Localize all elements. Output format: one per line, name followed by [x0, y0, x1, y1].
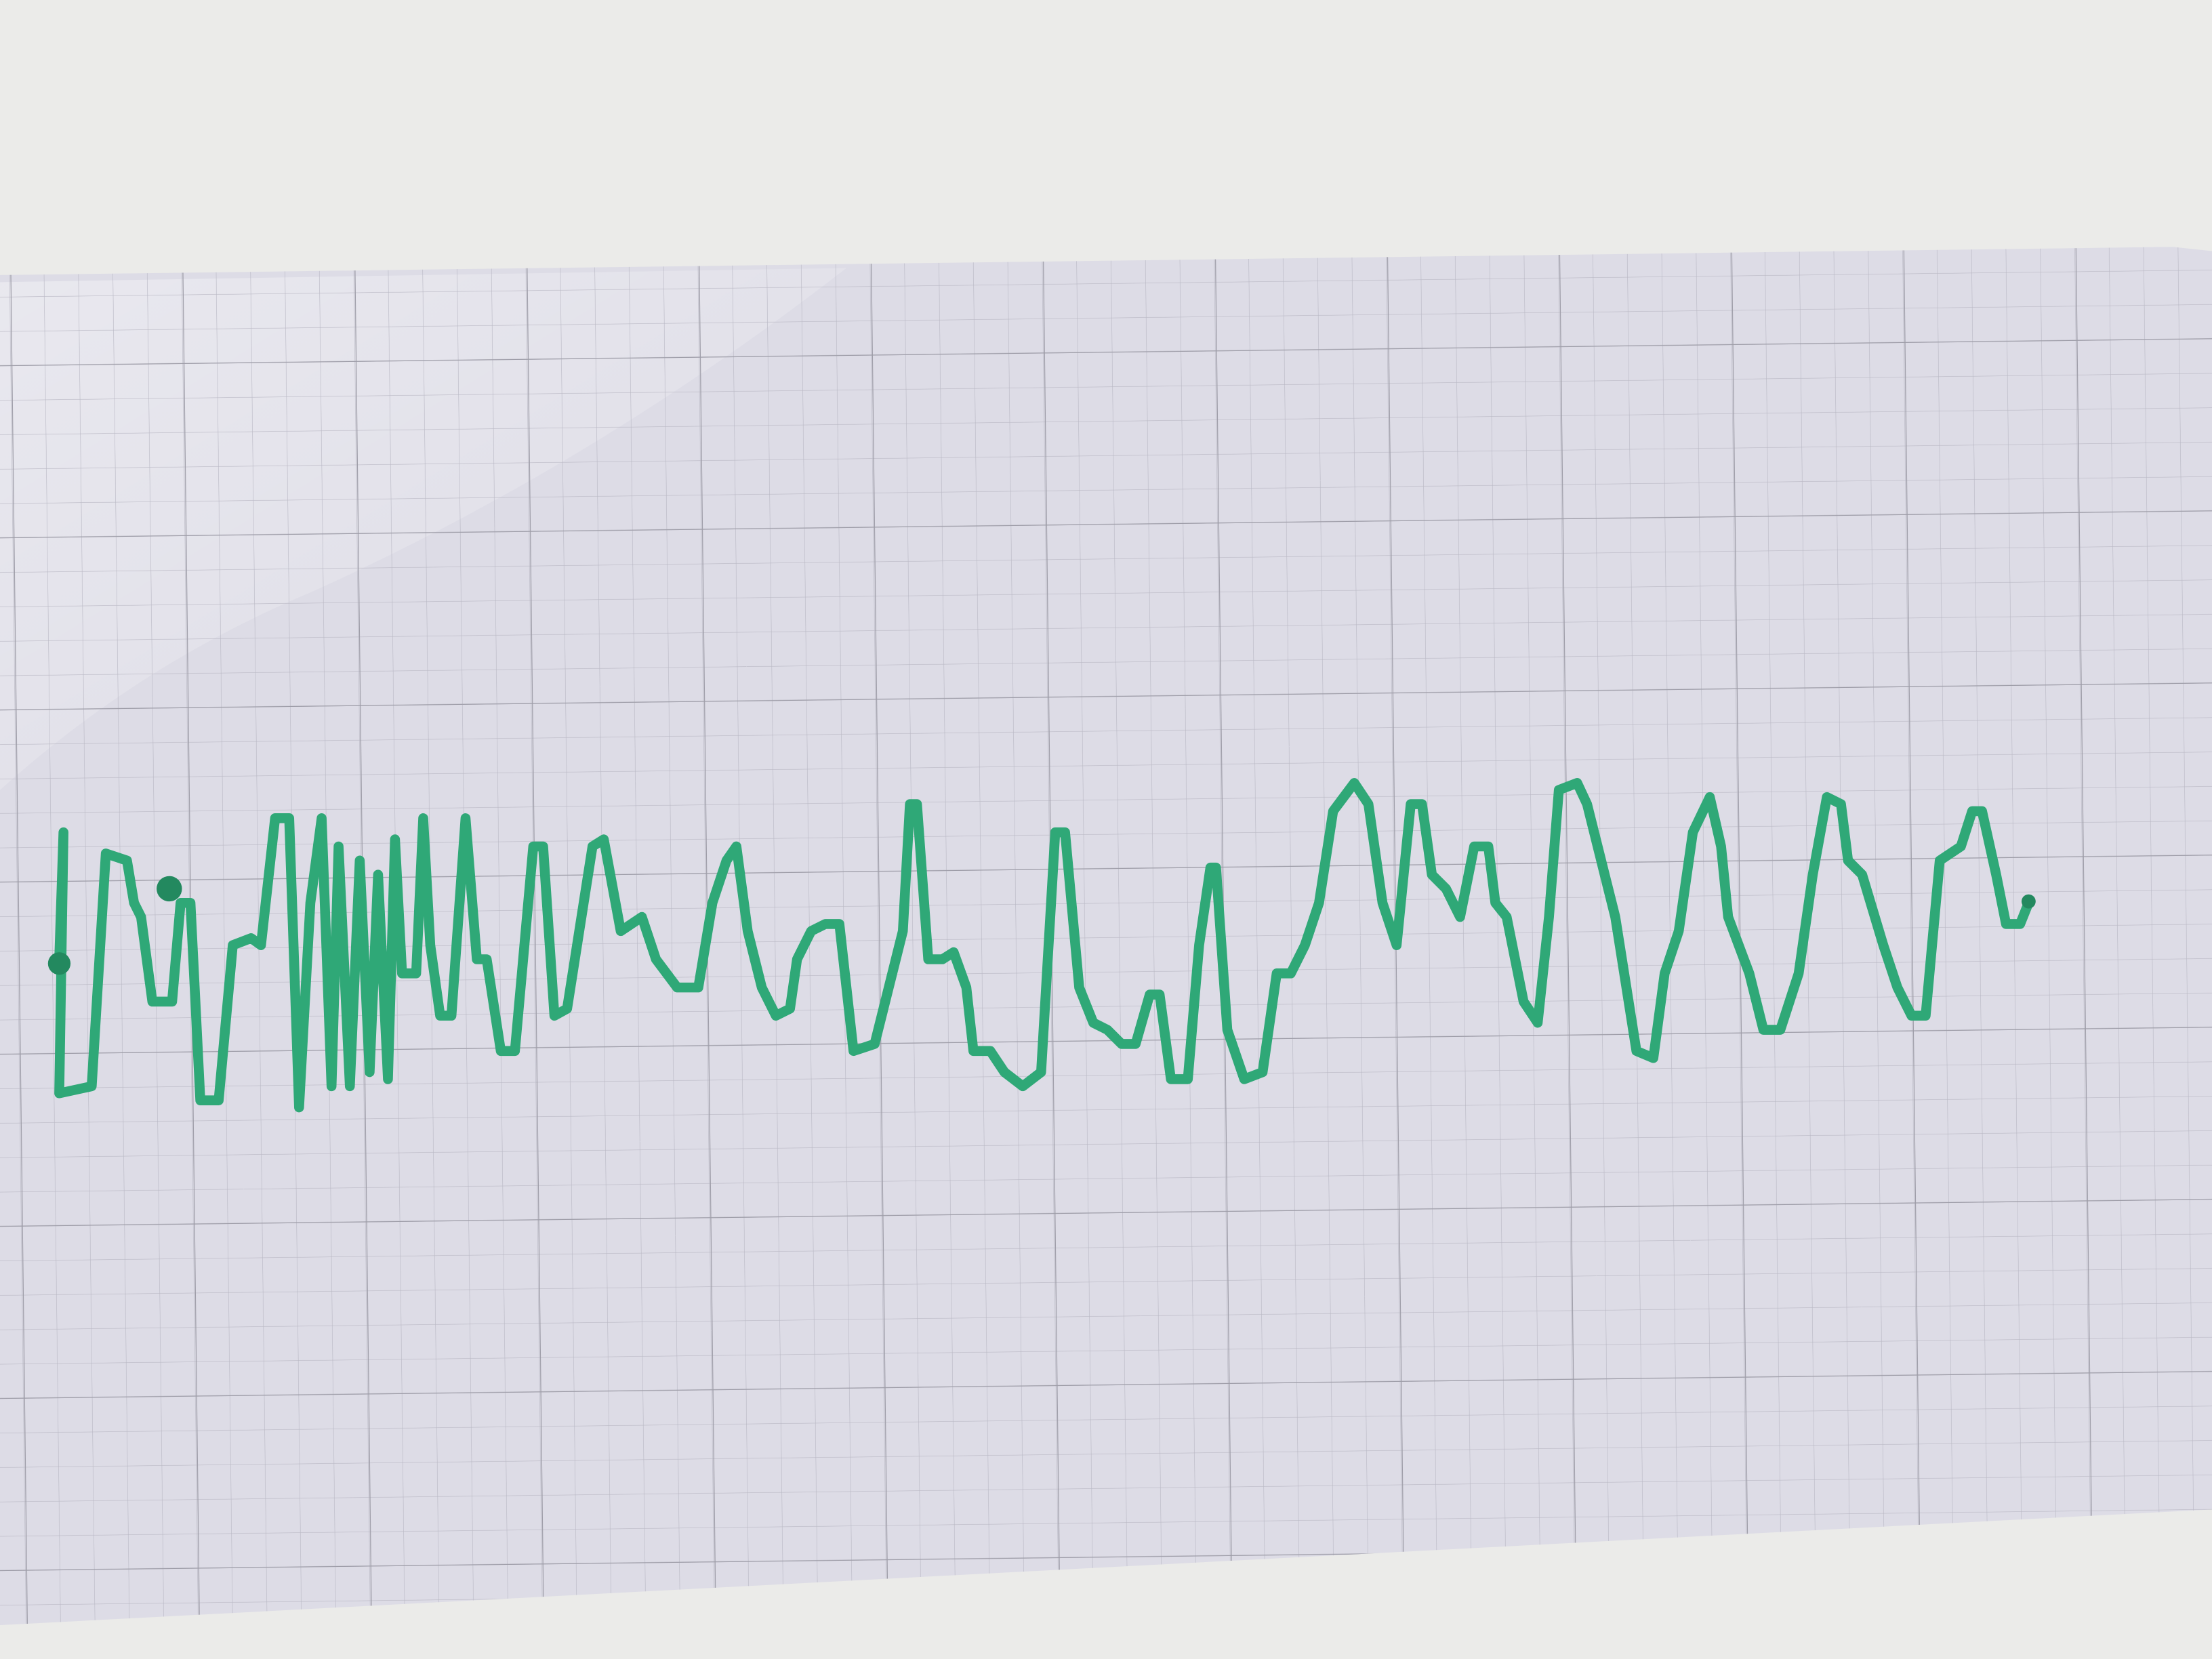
ink-dot [157, 876, 182, 902]
ink-dot [2021, 894, 2036, 909]
major-grid [0, 247, 2212, 1626]
ink-dot [47, 952, 71, 975]
graph-paper [0, 247, 2212, 1626]
drawn-trace [54, 778, 2034, 1113]
